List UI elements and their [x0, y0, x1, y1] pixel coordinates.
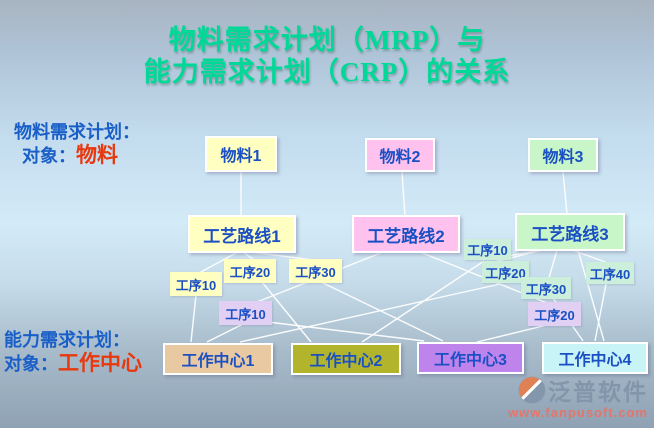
mrp-object-row: 对象：物料 — [22, 144, 140, 168]
material-3-box: 物料3 — [528, 138, 598, 172]
fanpu-brand-name: 泛普软件 — [548, 379, 648, 405]
workcenter-4-box: 工作中心4 — [542, 342, 648, 374]
route1-operation-30-tag: 工序30 — [289, 259, 342, 283]
route2-operation-20-tag: 工序20 — [528, 302, 581, 326]
mrp-heading: 物料需求计划： — [14, 122, 140, 142]
material-1-box: 物料1 — [205, 136, 277, 172]
route3-operation-30-tag: 工序30 — [521, 277, 571, 299]
crp-object-value: 工作中心 — [58, 352, 142, 375]
route-3-box: 工艺路线3 — [515, 213, 625, 251]
material-2-box: 物料2 — [365, 138, 435, 172]
workcenter-3-box: 工作中心3 — [417, 342, 524, 374]
mrp-side-label: 物料需求计划： 对象：物料 — [14, 120, 140, 168]
route1-operation-20-tag: 工序20 — [224, 259, 276, 283]
route1-operation-10-tag: 工序10 — [170, 272, 222, 296]
crp-side-label: 能力需求计划： 对象：工作中心 — [4, 328, 142, 376]
crp-object-row: 对象：工作中心 — [4, 352, 142, 376]
route-2-box: 工艺路线2 — [352, 215, 460, 253]
route2-operation-10-tag: 工序10 — [219, 301, 272, 325]
fanpu-logo-icon — [519, 377, 545, 403]
slide-title-line1: 物料需求计划（MRP）与 — [168, 25, 486, 55]
fanpu-logo-row: 泛普软件 — [519, 373, 648, 407]
workcenter-1-box: 工作中心1 — [163, 343, 273, 375]
slide-title: 物料需求计划（MRP）与 能力需求计划（CRP）的关系 — [0, 24, 654, 88]
mrp-object-prefix: 对象： — [22, 146, 76, 166]
route-1-box: 工艺路线1 — [188, 215, 296, 253]
route3-operation-10-tag: 工序10 — [464, 239, 511, 260]
mrp-object-value: 物料 — [76, 144, 118, 167]
route3-operation-40-tag: 工序40 — [586, 262, 634, 284]
route3-operation-20-tag: 工序20 — [482, 261, 529, 283]
crp-heading: 能力需求计划： — [4, 330, 130, 350]
fanpu-website-url: www.fanpusoft.com — [507, 405, 648, 420]
workcenter-2-box: 工作中心2 — [291, 343, 401, 375]
fanpu-watermark: 泛普软件 www.fanpusoft.com — [508, 373, 648, 420]
slide-title-line2: 能力需求计划（CRP）的关系 — [143, 57, 511, 87]
crp-object-prefix: 对象： — [4, 354, 58, 374]
